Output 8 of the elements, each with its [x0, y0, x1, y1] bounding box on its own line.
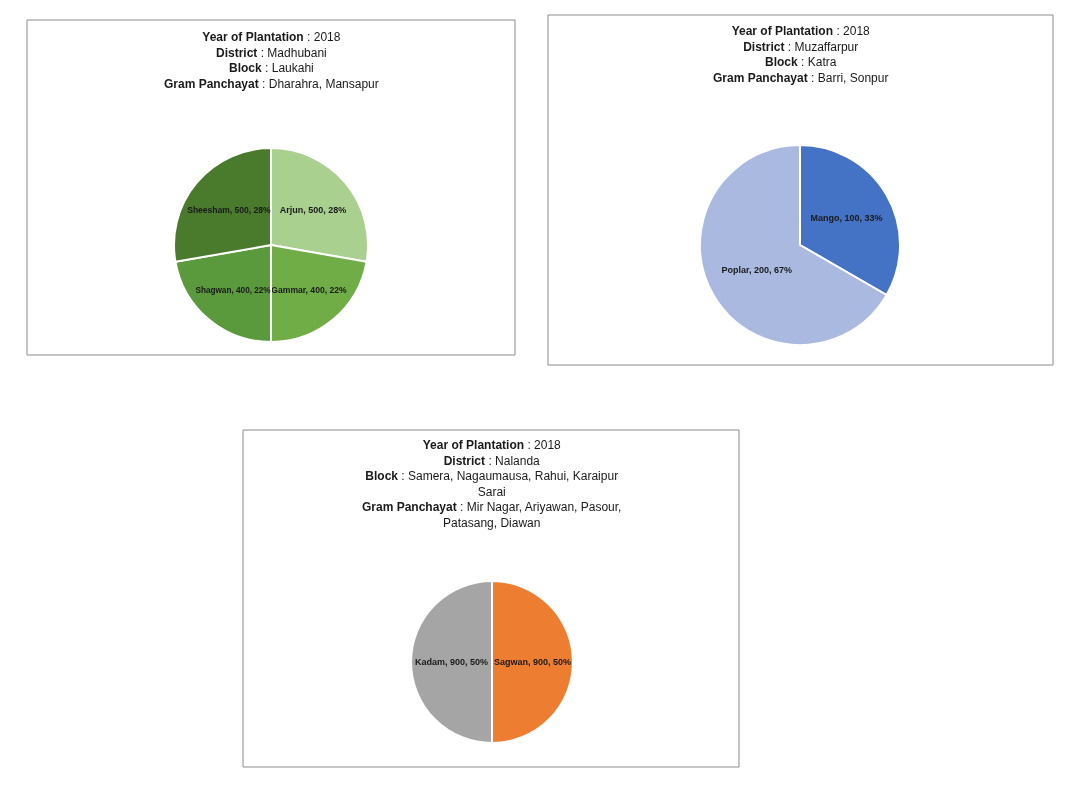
slice-label: Poplar, 200, 67% [721, 265, 792, 275]
chart-title: Year of Plantation : 2018 District : Madhubani Block : Laukahi Gram Panchayat : Dharahra, Mansapur [164, 30, 379, 91]
slice-label: Mango, 100, 33% [810, 213, 883, 224]
slice-label: Kadam, 900, 50% [414, 657, 489, 667]
slice-label: Sagwan, 900, 50% [493, 657, 572, 667]
chart-title: Year of Plantation : 2018 District : Nalanda Block : Samera, Nagaumausa, Rahui, Karaipur Sarai Gram Panchayat : Mir Nagar, Ariyawan, Pasour, Patasang, Diawan [362, 438, 622, 530]
slice-label: Arjun, 500, 28% [279, 204, 347, 215]
chart-title: Year of Plantation : 2018 District : Muzaffarpur Block : Katra Gram Panchayat : Barri, Sonpur [713, 24, 889, 85]
